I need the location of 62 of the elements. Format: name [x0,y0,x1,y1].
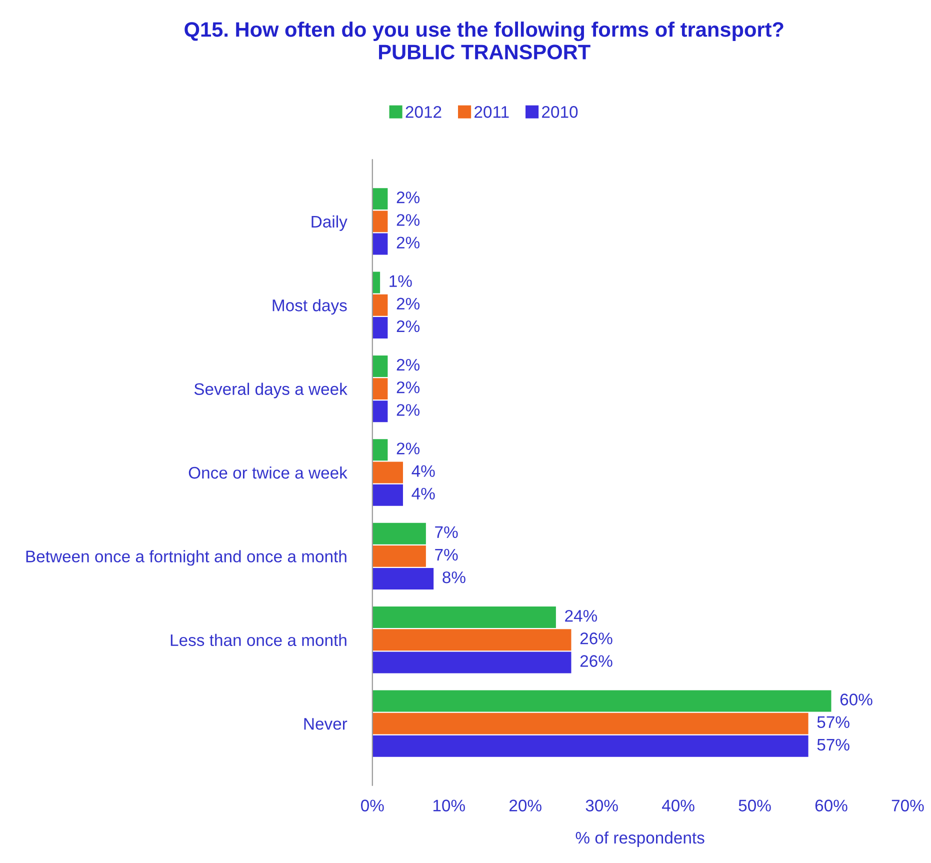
data-label: 2% [396,320,420,332]
bar [372,439,388,461]
bar [372,272,380,294]
data-label: 57% [817,738,850,751]
y-tick-label: Once or twice a week [188,466,348,479]
data-label: 7% [435,548,458,561]
data-label: 2% [396,404,420,416]
data-label: 2% [396,298,420,310]
x-tick-label: 50% [738,800,771,812]
legend-label: 2012 [406,106,442,118]
bar [372,629,572,651]
y-tick-label: Less than once a month [170,634,346,646]
x-tick-label: 40% [662,800,694,812]
data-label: 2% [396,442,420,454]
data-label: 2% [396,358,420,371]
data-label: 26% [580,655,612,667]
bar [372,568,434,590]
bar [372,210,388,232]
data-label: 26% [580,632,612,644]
x-tick-label: 0% [361,800,384,812]
x-tick-label: 60% [815,800,848,812]
data-label: 2% [396,381,420,394]
bar [372,462,403,484]
data-label: 24% [565,610,598,622]
x-tick-label: 30% [586,800,618,812]
bar [372,316,388,338]
data-label: 2% [396,214,420,226]
x-tick-label: 10% [433,800,465,812]
y-tick-label: Several days a week [194,382,348,398]
x-tick-label: 70% [892,800,924,812]
bar [372,735,808,757]
data-label: 2% [396,192,420,204]
data-label: 2% [396,236,420,248]
data-label: 8% [442,571,466,584]
data-label: 7% [435,526,458,538]
bar [372,188,388,210]
legend-label: 2010 [542,106,578,118]
data-label: 4% [412,465,435,477]
bar [372,484,403,506]
chart-title: Q15. How often do you use the following forms of transport? PUBLIC TRANSPORT [184,22,784,60]
bar [372,400,388,422]
data-label: 60% [840,694,872,706]
legend-label: 2011 [474,106,509,118]
x-tick-label: 20% [510,800,542,812]
bar [372,712,808,734]
y-tick-label: Daily [312,215,348,231]
data-label: 1% [390,275,412,287]
bar [372,690,832,712]
bar [372,233,388,255]
bar [372,522,426,544]
bar [372,652,572,674]
data-label: 4% [412,488,435,500]
y-tick-label: Never [304,718,348,730]
bar [372,606,556,628]
bar [372,294,388,316]
y-tick-label: Most days [272,299,347,315]
y-tick-label: Between once a fortnight and once a month [26,550,346,566]
bar [372,378,388,400]
data-label: 57% [817,716,850,728]
bar [372,545,426,567]
x-axis-title: % of respondents [576,831,704,847]
bar [372,355,388,377]
